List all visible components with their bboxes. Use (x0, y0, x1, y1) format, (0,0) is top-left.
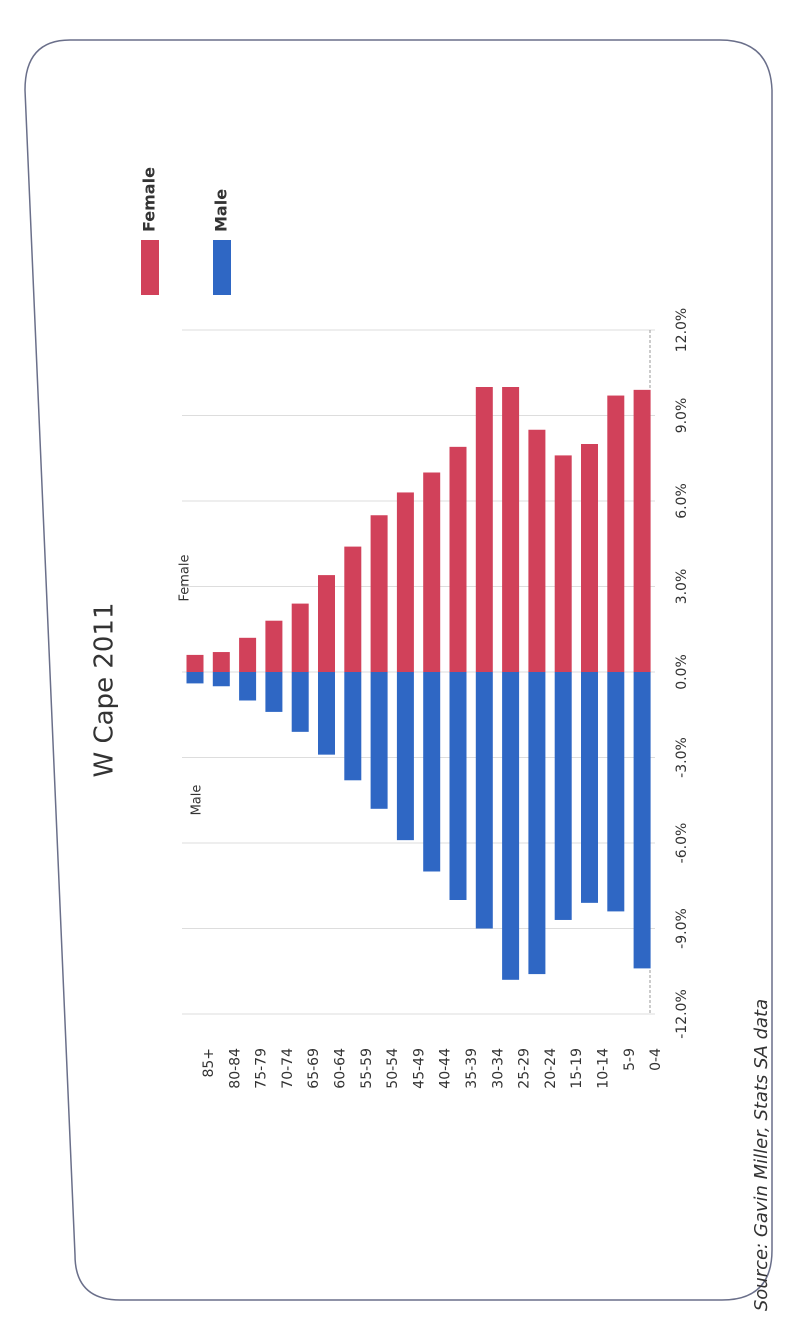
x-tick-label: 45-49 (411, 1048, 427, 1089)
bar (265, 620, 283, 672)
card (24, 39, 773, 1301)
x-tick-label: 85+ (201, 1048, 217, 1078)
y-tick-label: -9.0% (674, 908, 690, 949)
bar (581, 672, 598, 903)
x-tick-label: 5-9 (622, 1048, 638, 1071)
x-tick-label: 20-24 (543, 1048, 559, 1089)
x-tick-label: 65-69 (306, 1048, 322, 1089)
annotation: Male (190, 785, 205, 816)
x-tick-label: 55-59 (359, 1048, 375, 1089)
chart-title: W Cape 2011 (90, 603, 120, 778)
x-tick-label: 80-84 (227, 1048, 243, 1089)
x-tick-label: 30-34 (490, 1048, 506, 1089)
y-tick-label: 9.0% (674, 398, 690, 434)
bar (449, 446, 467, 672)
bar (396, 672, 414, 841)
bar (423, 472, 441, 672)
legend-label: Female (140, 167, 159, 232)
x-tick-label: 10-14 (596, 1048, 612, 1089)
bar (318, 672, 335, 755)
bar (370, 515, 388, 672)
bar (475, 387, 493, 672)
y-tick-label: -3.0% (674, 737, 690, 778)
legend-swatch (213, 240, 231, 295)
bar (291, 603, 309, 672)
x-tick-label: 0-4 (648, 1048, 664, 1071)
bar (554, 455, 572, 672)
bar (186, 654, 204, 672)
bar (265, 672, 283, 712)
bar (344, 546, 362, 672)
x-tick-label: 60-64 (333, 1048, 349, 1089)
bar (449, 672, 467, 900)
x-tick-label: 25-29 (517, 1048, 533, 1089)
source: Source: Gavin Miller, Stats SA data (751, 999, 772, 1311)
bar (239, 672, 257, 701)
x-tick-label: 75-79 (254, 1048, 270, 1089)
legend-label: Male (212, 189, 231, 232)
bar (554, 672, 572, 920)
bar (502, 387, 520, 672)
y-tick-label: -12.0% (674, 989, 690, 1039)
annotation: Female (178, 554, 193, 601)
y-tick-label: -6.0% (674, 823, 690, 864)
bar (581, 444, 598, 672)
x-tick-label: 35-39 (464, 1048, 480, 1089)
y-tick-label: 6.0% (674, 483, 690, 519)
bar (528, 429, 546, 672)
x-tick-label: 40-44 (438, 1048, 454, 1089)
legend-swatch (141, 240, 159, 295)
bar (370, 672, 388, 809)
bar (502, 672, 520, 980)
bar (607, 395, 625, 672)
bar (528, 672, 546, 975)
bar (212, 672, 230, 687)
x-tick-label: 15-19 (569, 1048, 585, 1089)
bar (423, 672, 441, 872)
y-tick-label: 0.0% (674, 654, 690, 690)
bar (344, 672, 362, 781)
bar (633, 672, 651, 969)
bar (186, 672, 204, 684)
bar (607, 672, 625, 912)
bar (396, 492, 414, 672)
x-tick-label: 50-54 (385, 1048, 401, 1089)
y-tick-label: 3.0% (674, 569, 690, 605)
bar (291, 672, 309, 732)
x-tick-label: 70-74 (280, 1048, 296, 1089)
bar (318, 575, 335, 672)
bar (633, 389, 651, 672)
bar (475, 672, 493, 929)
bar (212, 652, 230, 672)
y-tick-label: 12.0% (674, 308, 690, 352)
bar (239, 637, 257, 672)
